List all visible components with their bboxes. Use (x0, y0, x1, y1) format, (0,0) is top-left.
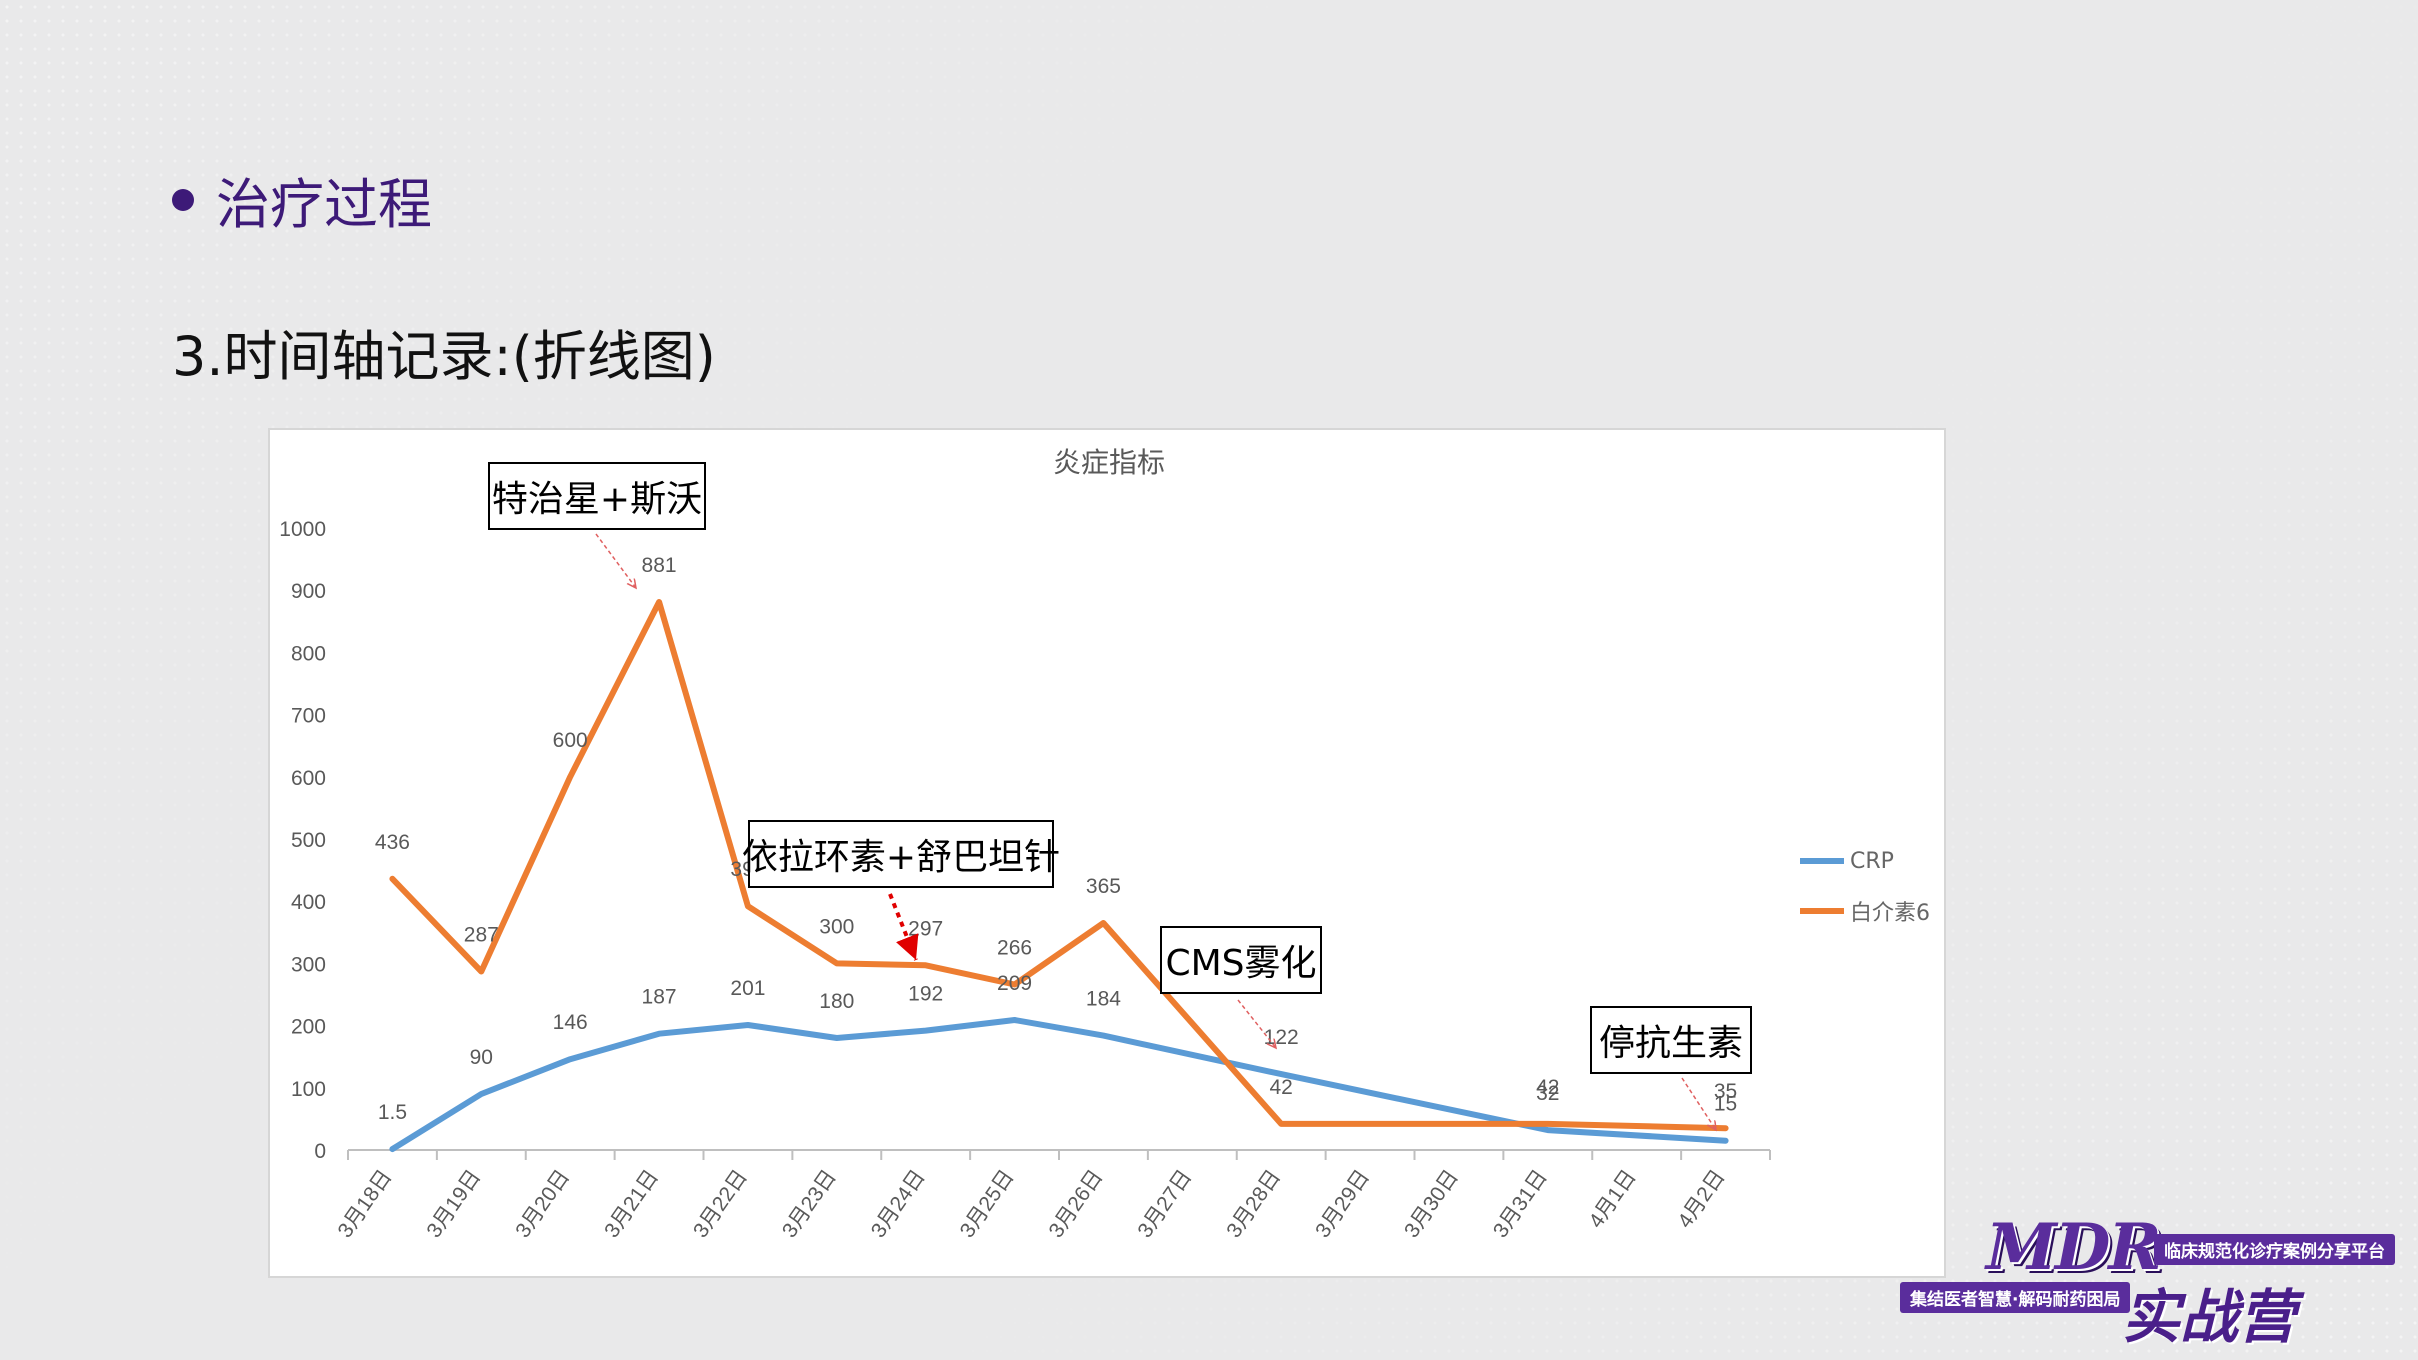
crp-series-line (389, 1017, 1729, 1153)
x-tick-label: 4月1日 (1584, 1166, 1640, 1233)
il6-data-label: 42 (1270, 1076, 1293, 1099)
y-tick-label: 400 (291, 891, 326, 914)
legend-item-il6: 白介素6 (1800, 886, 1930, 936)
il6-data-label: 42 (1536, 1076, 1559, 1099)
il6-data-label: 297 (908, 917, 943, 940)
legend-swatch-il6 (1800, 908, 1844, 914)
y-tick-label: 300 (291, 953, 326, 976)
crp-data-label: 192 (908, 983, 943, 1006)
logo-camp-text: 实战营 (2122, 1283, 2297, 1351)
y-tick-label: 900 (291, 580, 326, 603)
y-tick-label: 1000 (279, 518, 326, 541)
crp-data-label: 187 (642, 986, 677, 1009)
il6-data-label: 266 (997, 937, 1032, 960)
y-tick-label: 100 (291, 1078, 326, 1101)
x-tick-label: 4月2日 (1673, 1166, 1729, 1233)
x-tick-label: 3月29日 (1311, 1166, 1374, 1242)
il6-data-label: 881 (642, 554, 677, 577)
crp-data-label: 15 (1714, 1093, 1737, 1116)
x-tick-label: 3月22日 (689, 1166, 752, 1242)
il6-data-label: 300 (819, 915, 854, 938)
crp-data-label: 90 (470, 1046, 493, 1069)
x-tick-label: 3月24日 (867, 1166, 930, 1242)
chart-legend: CRP 白介素6 (1800, 836, 1930, 936)
callout-arrow-2 (888, 893, 919, 961)
callout-arrow-4 (1681, 1077, 1716, 1130)
y-tick-label: 200 (291, 1016, 326, 1039)
x-tick-label: 3月27日 (1133, 1166, 1196, 1242)
x-tick-label: 3月20日 (511, 1166, 574, 1242)
x-tick-label: 3月25日 (956, 1166, 1019, 1242)
y-tick-label: 700 (291, 705, 326, 728)
y-tick-label: 0 (314, 1140, 326, 1163)
bullet-icon (172, 188, 194, 211)
callout-eravacycline-sulbactam: 依拉环素+舒巴坦针 (742, 820, 1060, 888)
y-tick-label: 800 (291, 642, 326, 665)
callout-arrow-1 (595, 533, 636, 588)
x-tick-label: 3月31日 (1489, 1166, 1552, 1242)
chart-title: 炎症指标 (1053, 447, 1165, 478)
crp-data-label: 201 (730, 977, 765, 1000)
logo-mdr-text: MDR (1986, 1210, 2162, 1285)
il6-series-line (389, 599, 1729, 1132)
callout-tegacycline-linezolid: 特治星+斯沃 (488, 462, 706, 530)
il6-data-label: 436 (375, 831, 410, 854)
legend-label-crp: CRP (1850, 848, 1894, 874)
x-tick-label: 3月19日 (422, 1166, 485, 1242)
x-tick-label: 3月21日 (600, 1166, 663, 1242)
x-tick-label: 3月28日 (1222, 1166, 1285, 1242)
crp-data-label: 209 (997, 972, 1032, 995)
crp-data-label: 122 (1264, 1026, 1299, 1049)
callout-arrow-3 (1237, 999, 1276, 1048)
legend-item-crp: CRP (1800, 836, 1930, 886)
line-chart: 炎症指标 0 100 200 300 400 500 600 700 800 900 1000 3月18… (279, 447, 1771, 1242)
logo-slogan: 集结医者智慧·解码耐药困局 (1900, 1282, 2131, 1313)
il6-data-label: 35 (1714, 1080, 1737, 1103)
legend-swatch-crp (1800, 858, 1844, 864)
section-title: 治疗过程 (216, 173, 432, 236)
mdr-logo: MDR 临床规范化诊疗案例分享平台 集结医者智慧·解码耐药困局 实战营 (1900, 1210, 2400, 1351)
chart-card: 炎症指标 0 100 200 300 400 500 600 700 800 900 1000 3月18… (268, 428, 1946, 1278)
il6-data-label: 365 (1086, 875, 1121, 898)
crp-data-label: 146 (553, 1011, 588, 1034)
callout-stop-antibiotics: 停抗生素 (1590, 1006, 1752, 1074)
section-heading: 治疗过程 (172, 160, 432, 239)
x-tick-label: 3月30日 (1400, 1166, 1463, 1242)
il6-data-label: 287 (464, 923, 499, 946)
x-tick-label: 3月26日 (1045, 1166, 1108, 1242)
legend-label-il6: 白介素6 (1850, 901, 1930, 926)
crp-data-label: 180 (819, 990, 854, 1013)
x-tick-label: 3月23日 (778, 1166, 841, 1242)
y-tick-label: 600 (291, 767, 326, 790)
il6-data-label: 600 (553, 729, 588, 752)
slide-subtitle: 3.时间轴记录:(折线图) (172, 325, 716, 388)
y-tick-label: 500 (291, 829, 326, 852)
callout-cms-nebulization: CMS雾化 (1160, 926, 1322, 994)
logo-tagline: 临床规范化诊疗案例分享平台 (2154, 1234, 2395, 1265)
x-tick-label: 3月18日 (334, 1166, 397, 1242)
crp-data-label: 184 (1086, 988, 1121, 1011)
crp-data-label: 1.5 (378, 1101, 407, 1124)
crp-data-label: 32 (1536, 1082, 1559, 1105)
